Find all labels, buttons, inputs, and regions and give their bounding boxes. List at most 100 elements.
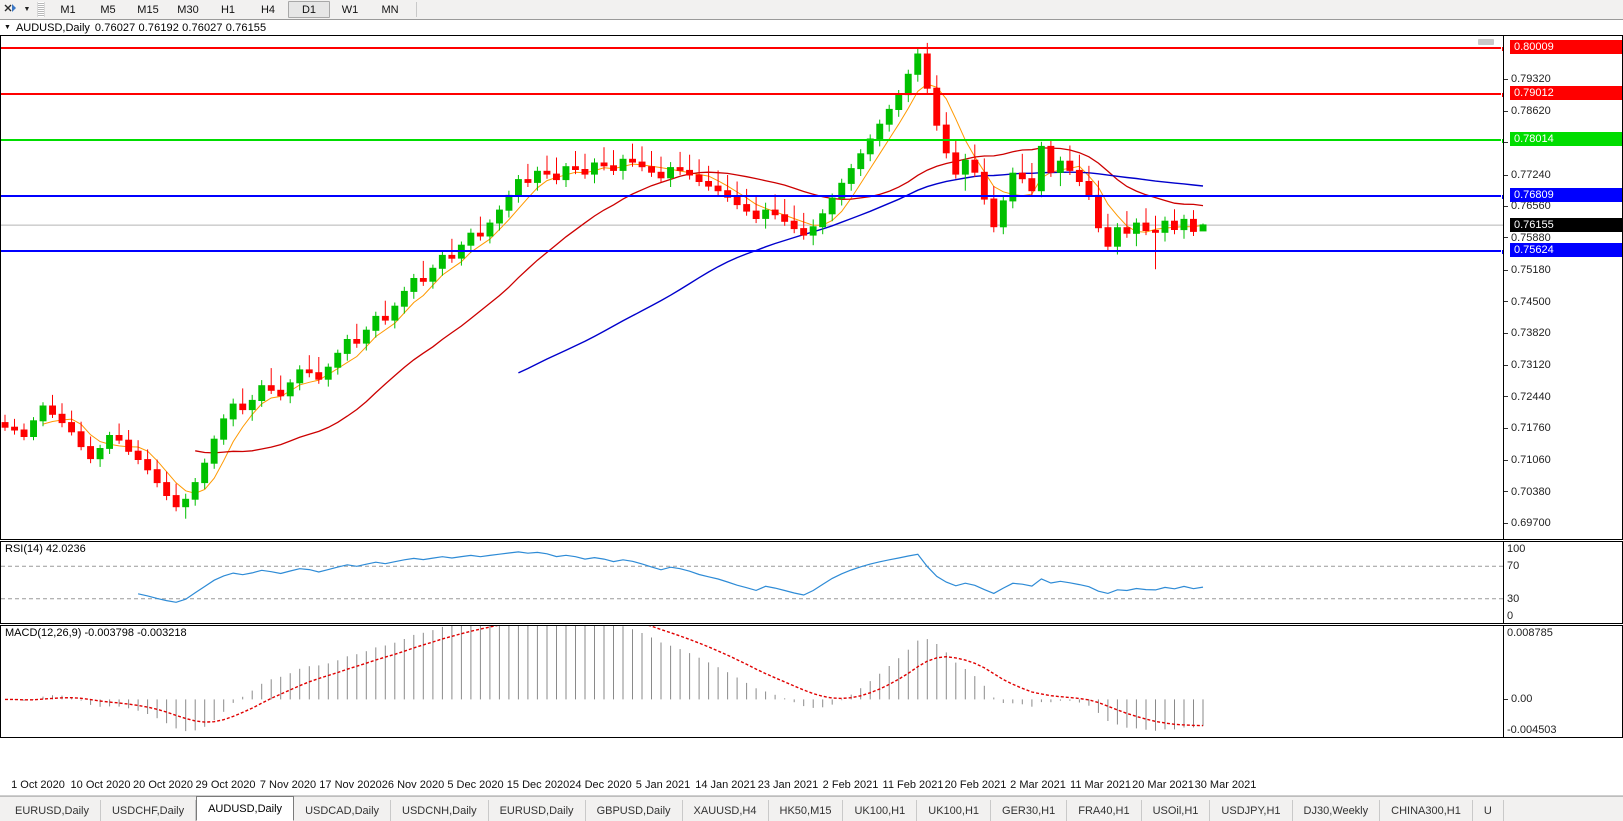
- price-level-label-support[interactable]: 0.75624: [1510, 242, 1622, 257]
- rsi-panel[interactable]: 100 70 30 0 RSI(14) 42.0236: [0, 541, 1623, 624]
- price-tick: 0.71060: [1504, 454, 1551, 466]
- rsi-tick: 0: [1507, 610, 1514, 622]
- timeframe-mn[interactable]: MN: [381, 3, 399, 16]
- chart-tab-uk100-h1[interactable]: UK100,H1: [843, 800, 918, 821]
- date-tick: 17 Nov 2020: [319, 779, 382, 791]
- timeframe-w1[interactable]: W1: [341, 3, 359, 16]
- timeframe-m15[interactable]: M15: [137, 3, 159, 16]
- chart-tab-usdchf-daily[interactable]: USDCHF,Daily: [101, 800, 197, 821]
- timeframe-h4[interactable]: H4: [260, 3, 276, 16]
- price-level-line-support[interactable]: [1, 193, 1503, 200]
- chart-tab-dj30-weekly[interactable]: DJ30,Weekly: [1293, 800, 1381, 821]
- price-tick: 0.78620: [1504, 105, 1551, 117]
- date-axis: 1 Oct 2020 10 Oct 2020 20 Oct 2020 29 Oct 2…: [0, 777, 1623, 796]
- rsi-tick: 100: [1507, 543, 1526, 555]
- price-level-label-last-price[interactable]: 0.76155: [1510, 218, 1622, 233]
- macd-indicator-label: MACD(12,26,9) -0.003798 -0.003218: [5, 627, 187, 639]
- date-tick: 24 Dec 2020: [569, 779, 632, 791]
- date-tick: 30 Mar 2021: [1194, 779, 1257, 791]
- timeframe-h1[interactable]: H1: [220, 3, 236, 16]
- chart-tab-uk100-h1[interactable]: UK100,H1: [917, 800, 992, 821]
- price-level-label-target[interactable]: 0.78014: [1510, 132, 1622, 147]
- date-tick: 10 Oct 2020: [70, 779, 131, 791]
- toolbar-grip[interactable]: [37, 2, 45, 17]
- date-tick: 2 Feb 2021: [822, 779, 879, 791]
- chart-tab-hk50-m15[interactable]: HK50,M15: [769, 800, 844, 821]
- rsi-plot[interactable]: [1, 542, 1503, 623]
- price-tick: 0.74500: [1504, 296, 1551, 308]
- price-tick: 0.73820: [1504, 327, 1551, 339]
- chart-tab-ger30-h1[interactable]: GER30,H1: [991, 800, 1068, 821]
- date-tick: 29 Oct 2020: [195, 779, 256, 791]
- price-tick: 0.77240: [1504, 169, 1551, 181]
- date-tick: 7 Nov 2020: [259, 779, 317, 791]
- chart-tab-eurusd-daily[interactable]: EURUSD,Daily: [489, 800, 586, 821]
- price-level-handle[interactable]: [1501, 193, 1503, 200]
- triangle-down-icon[interactable]: ▼: [4, 24, 11, 31]
- price-level-line-target[interactable]: [1, 138, 1503, 145]
- date-tick: 20 Feb 2021: [944, 779, 1007, 791]
- chart-header: ▼ AUDUSD,Daily 0.76027 0.76192 0.76027 0…: [0, 20, 1623, 35]
- macd-panel[interactable]: 0.008785 0.00 -0.004503 MACD(12,26,9) -0.0…: [0, 625, 1623, 738]
- macd-tick: -0.004503: [1507, 724, 1557, 736]
- chart-tab-fra40-h1[interactable]: FRA40,H1: [1067, 800, 1142, 821]
- chart-tab-china300-h1[interactable]: CHINA300,H1: [1380, 800, 1473, 821]
- chart-tab-audusd-daily[interactable]: AUDUSD,Daily: [196, 796, 295, 821]
- price-panel[interactable]: 0.793200.786200.779400.772400.765600.758…: [0, 35, 1623, 540]
- price-level-label-support[interactable]: 0.76809: [1510, 187, 1622, 202]
- date-tick: 1 Oct 2020: [11, 779, 65, 791]
- chart-tab-u[interactable]: U: [1473, 800, 1504, 821]
- toolbar-divider: [416, 2, 417, 17]
- chart-tab-xauusd-h4[interactable]: XAUUSD,H4: [683, 800, 769, 821]
- chart-symbol-label: AUDUSD,Daily: [15, 21, 90, 34]
- macd-tick: 0.008785: [1507, 627, 1553, 639]
- price-tick: 0.75880: [1504, 232, 1551, 244]
- price-tick: 0.79320: [1504, 73, 1551, 85]
- chart-tab-usdcad-daily[interactable]: USDCAD,Daily: [294, 800, 392, 821]
- price-level-line-support[interactable]: [1, 248, 1503, 255]
- price-level-line-resistance[interactable]: [1, 46, 1503, 53]
- date-tick: 20 Mar 2021: [1132, 779, 1194, 791]
- price-level-label-resistance[interactable]: 0.80009: [1510, 40, 1622, 55]
- price-level-handle[interactable]: [1501, 248, 1503, 255]
- price-level-line-resistance[interactable]: [1, 92, 1503, 99]
- date-tick: 5 Jan 2021: [635, 779, 691, 791]
- macd-tick: 0.00: [1504, 693, 1532, 705]
- price-level-handle[interactable]: [1501, 46, 1503, 53]
- chart-tab-gbpusd-daily[interactable]: GBPUSD,Daily: [586, 800, 683, 821]
- timeframe-m30[interactable]: M30: [177, 3, 199, 16]
- chart-scroll-thumb[interactable]: [1478, 39, 1494, 45]
- top-toolbar: ▼ M1 M5 M15 M30 H1 H4 D1 W1 MN: [0, 0, 1623, 20]
- rsi-tick: 70: [1507, 560, 1520, 573]
- date-tick: 2 Mar 2021: [1010, 779, 1066, 791]
- price-level-handle[interactable]: [1501, 138, 1503, 145]
- price-tick: 0.69700: [1504, 517, 1551, 529]
- crosshair-icon[interactable]: [0, 1, 20, 18]
- price-axis[interactable]: 0.793200.786200.779400.772400.765600.758…: [1503, 36, 1622, 539]
- chart-tab-usoil-h1[interactable]: USOil,H1: [1142, 800, 1211, 821]
- price-plot[interactable]: [1, 36, 1503, 539]
- date-tick: 11 Feb 2021: [882, 779, 944, 791]
- chart-tab-eurusd-daily[interactable]: EURUSD,Daily: [4, 800, 101, 821]
- date-tick: 23 Jan 2021: [757, 779, 819, 791]
- chart-tab-usdjpy-h1[interactable]: USDJPY,H1: [1210, 800, 1293, 821]
- date-tick: 15 Dec 2020: [506, 779, 570, 791]
- rsi-axis: 100 70 30 0: [1503, 542, 1622, 623]
- price-tick: 0.73120: [1504, 359, 1551, 371]
- macd-plot[interactable]: [1, 626, 1503, 737]
- price-level-handle[interactable]: [1501, 92, 1503, 99]
- chart-tab-bar: EURUSD,Daily USDCHF,Daily AUDUSD,Daily USDC…: [0, 796, 1623, 821]
- chart-tab-usdcnh-daily[interactable]: USDCNH,Daily: [391, 800, 489, 821]
- rsi-tick: 30: [1507, 592, 1520, 605]
- chart-ohlc-values: 0.76027 0.76192 0.76027 0.76155: [94, 21, 267, 34]
- price-tick: 0.75180: [1504, 264, 1551, 276]
- timeframe-d1[interactable]: D1: [288, 1, 330, 18]
- rsi-indicator-label: RSI(14) 42.0236: [5, 543, 86, 555]
- chevron-down-icon[interactable]: ▼: [23, 6, 31, 13]
- macd-axis: 0.008785 0.00 -0.004503: [1503, 626, 1622, 737]
- timeframe-m5[interactable]: M5: [100, 3, 116, 16]
- timeframe-m1[interactable]: M1: [60, 3, 76, 16]
- date-tick: 26 Nov 2020: [381, 779, 445, 791]
- price-level-label-resistance[interactable]: 0.79012: [1510, 86, 1622, 101]
- date-tick: 5 Dec 2020: [447, 779, 504, 791]
